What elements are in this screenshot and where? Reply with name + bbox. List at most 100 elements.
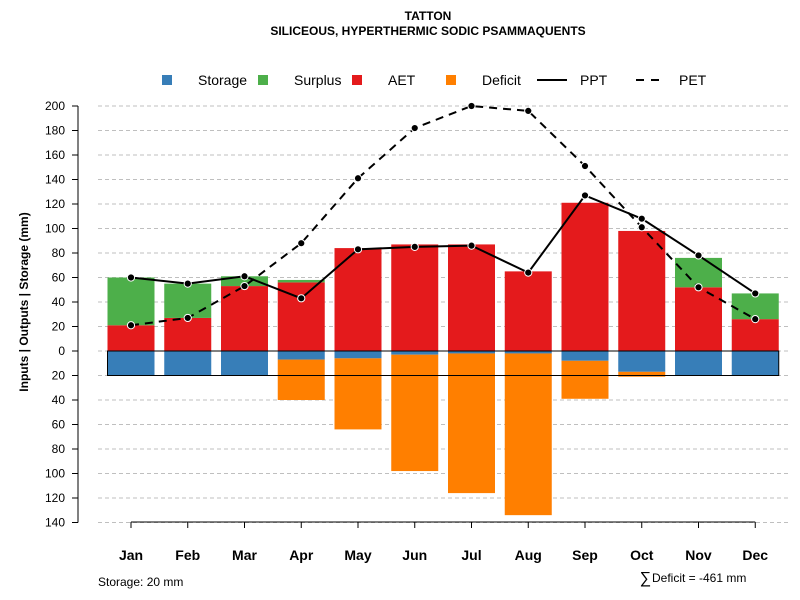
legend-swatch-surplus <box>258 75 268 85</box>
y-tick-label: 80 <box>52 442 66 456</box>
deficit-bar <box>448 353 495 494</box>
storage-bar <box>277 351 325 360</box>
lines <box>126 101 760 330</box>
storage-bar <box>675 351 722 376</box>
aet-bar <box>164 317 212 351</box>
y-tick-label: 140 <box>45 516 65 530</box>
aet-bar <box>561 202 609 351</box>
aet-bar <box>391 244 439 351</box>
ppt-point <box>524 268 533 277</box>
legend-label-storage: Storage <box>198 72 247 88</box>
aet-bar <box>504 271 552 351</box>
y-tick-label: 20 <box>52 369 66 383</box>
aet-bar <box>221 286 268 351</box>
y-tick-label: 40 <box>52 295 66 309</box>
pet-line <box>130 104 756 327</box>
ppt-point <box>297 294 306 303</box>
storage-bar <box>391 351 439 355</box>
ppt-point <box>183 279 192 288</box>
legend-label-pet: PET <box>679 72 707 88</box>
storage-bar <box>334 351 382 359</box>
legend-swatch-storage <box>162 75 172 85</box>
deficit-bar <box>561 360 609 399</box>
x-tick-label-jul: Jul <box>461 547 481 563</box>
y-axis: 2001801601401201008060402002040608010012… <box>45 99 79 530</box>
x-tick-label-aug: Aug <box>515 547 542 563</box>
x-tick-label-oct: Oct <box>630 547 654 563</box>
surplus-bar <box>675 257 722 288</box>
ppt-point <box>353 245 363 254</box>
deficit-bar <box>334 358 382 430</box>
surplus-bar <box>221 276 268 287</box>
storage-note: Storage: 20 mm <box>98 575 183 589</box>
x-tick-label-may: May <box>344 547 371 563</box>
x-tick-label-jan: Jan <box>119 547 143 563</box>
ppt-line <box>130 194 756 300</box>
deficit-bar <box>277 359 325 400</box>
surplus-bar <box>731 293 779 320</box>
ppt-point <box>240 272 249 281</box>
legend: Storage Surplus AET Deficit PPT PET <box>162 72 707 88</box>
surplus-bar <box>164 283 212 318</box>
pet-point <box>694 283 703 292</box>
pet-point <box>637 223 646 232</box>
surplus-bar <box>107 277 155 326</box>
y-axis-label: Inputs | Outputs | Storage (mm) <box>17 212 31 391</box>
ppt-point <box>410 242 419 251</box>
legend-label-aet: AET <box>388 72 416 88</box>
pet-point <box>183 313 192 323</box>
storage-bar <box>164 351 212 376</box>
ppt-point <box>694 251 703 260</box>
y-tick-label: 20 <box>52 320 66 334</box>
x-tick-label-mar: Mar <box>232 547 257 563</box>
storage-bar <box>107 351 155 376</box>
y-tick-label: 40 <box>52 393 66 407</box>
storage-bar <box>221 351 268 376</box>
y-tick-label: 120 <box>45 197 65 211</box>
x-tick-label-feb: Feb <box>175 547 200 563</box>
y-tick-label: 100 <box>45 467 65 481</box>
ppt-point <box>580 191 590 200</box>
y-tick-label: 140 <box>45 173 65 187</box>
pet-point <box>580 161 590 171</box>
deficit-total-note: Deficit = -461 mm <box>652 571 746 585</box>
pet-point <box>467 101 476 111</box>
x-tick-label-sep: Sep <box>572 547 598 563</box>
storage-bar <box>504 351 552 354</box>
pet-point <box>751 315 760 324</box>
legend-swatch-deficit <box>446 75 456 85</box>
bars <box>107 202 780 516</box>
pet-point <box>297 239 306 248</box>
chart-subtitle: SILICEOUS, HYPERTHERMIC SODIC PSAMMAQUEN… <box>270 24 585 38</box>
storage-bar <box>731 351 779 376</box>
legend-label-surplus: Surplus <box>294 72 341 88</box>
ppt-point <box>126 273 136 282</box>
storage-capacity-box <box>107 350 780 376</box>
y-tick-label: 60 <box>52 271 66 285</box>
aet-bar <box>731 319 779 351</box>
ppt-point <box>467 241 476 250</box>
y-tick-label: 60 <box>52 418 66 432</box>
pet-point <box>240 281 249 291</box>
ppt-point <box>751 289 760 298</box>
y-tick-label: 200 <box>45 99 65 113</box>
pet-point <box>524 106 533 116</box>
chart-title: TATTON <box>405 9 452 23</box>
y-tick-label: 180 <box>45 124 65 138</box>
deficit-bar <box>618 371 666 377</box>
y-tick-label: 100 <box>45 222 65 236</box>
sum-symbol: ∑ <box>640 570 651 587</box>
ppt-point <box>637 214 646 223</box>
x-tick-label-apr: Apr <box>289 547 314 563</box>
deficit-bar <box>391 354 439 472</box>
x-tick-label-jun: Jun <box>402 547 427 563</box>
deficit-bar <box>504 353 552 516</box>
storage-bar <box>561 351 609 361</box>
x-tick-label-dec: Dec <box>742 547 768 563</box>
legend-label-ppt: PPT <box>580 72 608 88</box>
storage-bar <box>618 351 666 372</box>
y-tick-label: 160 <box>45 148 65 162</box>
aet-bar <box>675 287 722 351</box>
x-tick-label-nov: Nov <box>685 547 712 563</box>
